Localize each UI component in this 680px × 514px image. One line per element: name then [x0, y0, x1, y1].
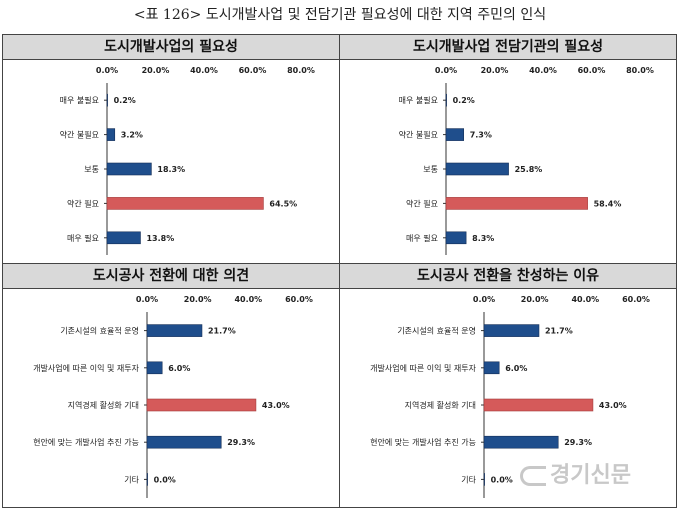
data-label: 0.2%	[114, 96, 136, 105]
chart-grid: 도시개발사업의 필요성 0.0% 20.0% 40.0% 60.0% 80.0% 매우 불…	[2, 34, 677, 508]
data-label: 13.8%	[146, 234, 174, 243]
category-label: 매우 불필요	[399, 95, 438, 105]
tick-label: 0.0%	[136, 295, 158, 304]
bar	[445, 231, 467, 245]
tick-label: 40.0%	[234, 295, 262, 304]
bar-chart: 0.0% 20.0% 40.0% 60.0% 기존시설의 효율적 운영 21.7% 개발사업…	[370, 295, 650, 498]
panel-conversion-opinion: 도시공사 전환에 대한 의견 0.0% 20.0% 40.0% 60.0% 기존시설의 …	[3, 264, 340, 507]
category-label: 보통	[84, 165, 99, 174]
category-label: 약간 불필요	[60, 130, 99, 140]
chart-area: 0.0% 20.0% 40.0% 60.0% 기존시설의 효율적 운영 21.7% 개발사업…	[340, 288, 676, 507]
watermark-text: 경기신문	[550, 463, 631, 488]
bar	[146, 324, 203, 337]
bar-chart: 0.0% 20.0% 40.0% 60.0% 기존시설의 효율적 운영 21.7% 개발사업…	[33, 295, 313, 498]
data-label: 6.0%	[168, 364, 190, 373]
watermark: 경기신문	[520, 458, 670, 494]
data-label: 3.2%	[121, 131, 143, 140]
bar	[483, 324, 540, 337]
data-label: 18.3%	[157, 165, 185, 174]
tick-label: 20.0%	[521, 295, 549, 304]
tick-label: 40.0%	[190, 66, 218, 75]
category-label: 매우 필요	[406, 233, 438, 243]
bar	[445, 162, 509, 176]
bar	[106, 231, 141, 245]
data-label: 0.0%	[154, 475, 176, 484]
category-label: 매우 필요	[67, 233, 99, 243]
category-label: 약간 필요	[406, 198, 438, 208]
tick-label: 60.0%	[578, 66, 606, 75]
data-label: 43.0%	[599, 401, 627, 410]
tick-label: 20.0%	[184, 295, 212, 304]
panel-conversion-reasons: 도시공사 전환을 찬성하는 이유 0.0% 20.0% 40.0% 60.0% 기존시설…	[340, 264, 676, 507]
data-label: 64.5%	[269, 199, 297, 208]
data-label: 7.3%	[470, 131, 492, 140]
panel-title: 도시개발사업의 필요성	[3, 35, 339, 60]
gyeonggi-logo-icon	[520, 466, 546, 486]
data-label: 25.8%	[515, 165, 543, 174]
bar	[106, 93, 108, 107]
data-label: 43.0%	[262, 401, 290, 410]
category-label: 기존시설의 효율적 운영	[60, 326, 139, 336]
panel-title: 도시개발사업 전담기관의 필요성	[340, 35, 676, 60]
category-label: 현안에 맞는 개발사업 추진 가능	[33, 437, 139, 447]
category-label: 기타	[124, 475, 139, 484]
category-label: 보통	[423, 165, 438, 174]
chart-area: 0.0% 20.0% 40.0% 60.0% 80.0% 매우 불필요 0.2% 약간 불필요…	[340, 59, 676, 263]
category-label: 개발사업에 따른 이익 및 재투자	[370, 363, 476, 373]
panel-agency-necessity: 도시개발사업 전담기관의 필요성 0.0% 20.0% 40.0% 60.0% 80.0…	[340, 35, 676, 264]
panel-urban-dev-necessity: 도시개발사업의 필요성 0.0% 20.0% 40.0% 60.0% 80.0% 매우 불…	[3, 35, 340, 264]
data-label: 29.3%	[227, 438, 255, 447]
data-label: 29.3%	[564, 438, 592, 447]
bar	[146, 361, 163, 375]
tick-label: 80.0%	[626, 66, 654, 75]
bar-chart: 0.0% 20.0% 40.0% 60.0% 80.0% 매우 불필요 0.2% 약간 불필요…	[60, 66, 315, 255]
bar	[483, 473, 485, 486]
bar	[483, 398, 594, 412]
data-label: 21.7%	[208, 327, 236, 336]
category-label: 기존시설의 효율적 운영	[397, 326, 476, 336]
panel-title: 도시공사 전환을 찬성하는 이유	[340, 264, 676, 289]
data-label: 0.0%	[491, 475, 513, 484]
tick-label: 20.0%	[481, 66, 509, 75]
chart-area: 0.0% 20.0% 40.0% 60.0% 기존시설의 효율적 운영 21.7% 개발사업…	[3, 288, 339, 507]
tick-label: 0.0%	[435, 66, 457, 75]
bar	[146, 473, 148, 486]
data-label: 58.4%	[594, 199, 622, 208]
category-label: 개발사업에 따른 이익 및 재투자	[33, 363, 139, 373]
bar	[483, 435, 559, 449]
category-label: 지역경제 활성화 기대	[68, 400, 139, 410]
data-label: 6.0%	[505, 364, 527, 373]
tick-label: 60.0%	[622, 295, 650, 304]
bar	[106, 197, 264, 210]
data-label: 8.3%	[472, 234, 494, 243]
bar	[445, 93, 447, 107]
tick-label: 80.0%	[287, 66, 315, 75]
data-label: 0.2%	[453, 96, 475, 105]
category-label: 약간 불필요	[399, 130, 438, 140]
tick-label: 40.0%	[529, 66, 557, 75]
bar	[146, 435, 222, 449]
bar	[106, 162, 152, 176]
tick-label: 40.0%	[571, 295, 599, 304]
tick-label: 0.0%	[473, 295, 495, 304]
data-label: 21.7%	[545, 327, 573, 336]
category-label: 약간 필요	[67, 198, 99, 208]
category-label: 매우 불필요	[60, 95, 99, 105]
chart-area: 0.0% 20.0% 40.0% 60.0% 80.0% 매우 불필요 0.2% 약간 불필요…	[3, 59, 339, 263]
bar	[146, 398, 257, 412]
bar	[445, 197, 588, 210]
tick-label: 60.0%	[285, 295, 313, 304]
panel-title: 도시공사 전환에 대한 의견	[3, 264, 339, 289]
bar	[483, 361, 500, 375]
bar	[106, 128, 116, 141]
category-label: 지역경제 활성화 기대	[405, 400, 476, 410]
tick-label: 0.0%	[96, 66, 118, 75]
bar-chart: 0.0% 20.0% 40.0% 60.0% 80.0% 매우 불필요 0.2% 약간 불필요…	[399, 66, 654, 255]
tick-label: 60.0%	[239, 66, 267, 75]
category-label: 기타	[461, 475, 476, 484]
category-label: 현안에 맞는 개발사업 추진 가능	[370, 437, 476, 447]
bar	[445, 128, 465, 141]
page-caption: <표 126> 도시개발사업 및 전담기관 필요성에 대한 지역 주민의 인식	[133, 7, 547, 23]
tick-label: 20.0%	[142, 66, 170, 75]
